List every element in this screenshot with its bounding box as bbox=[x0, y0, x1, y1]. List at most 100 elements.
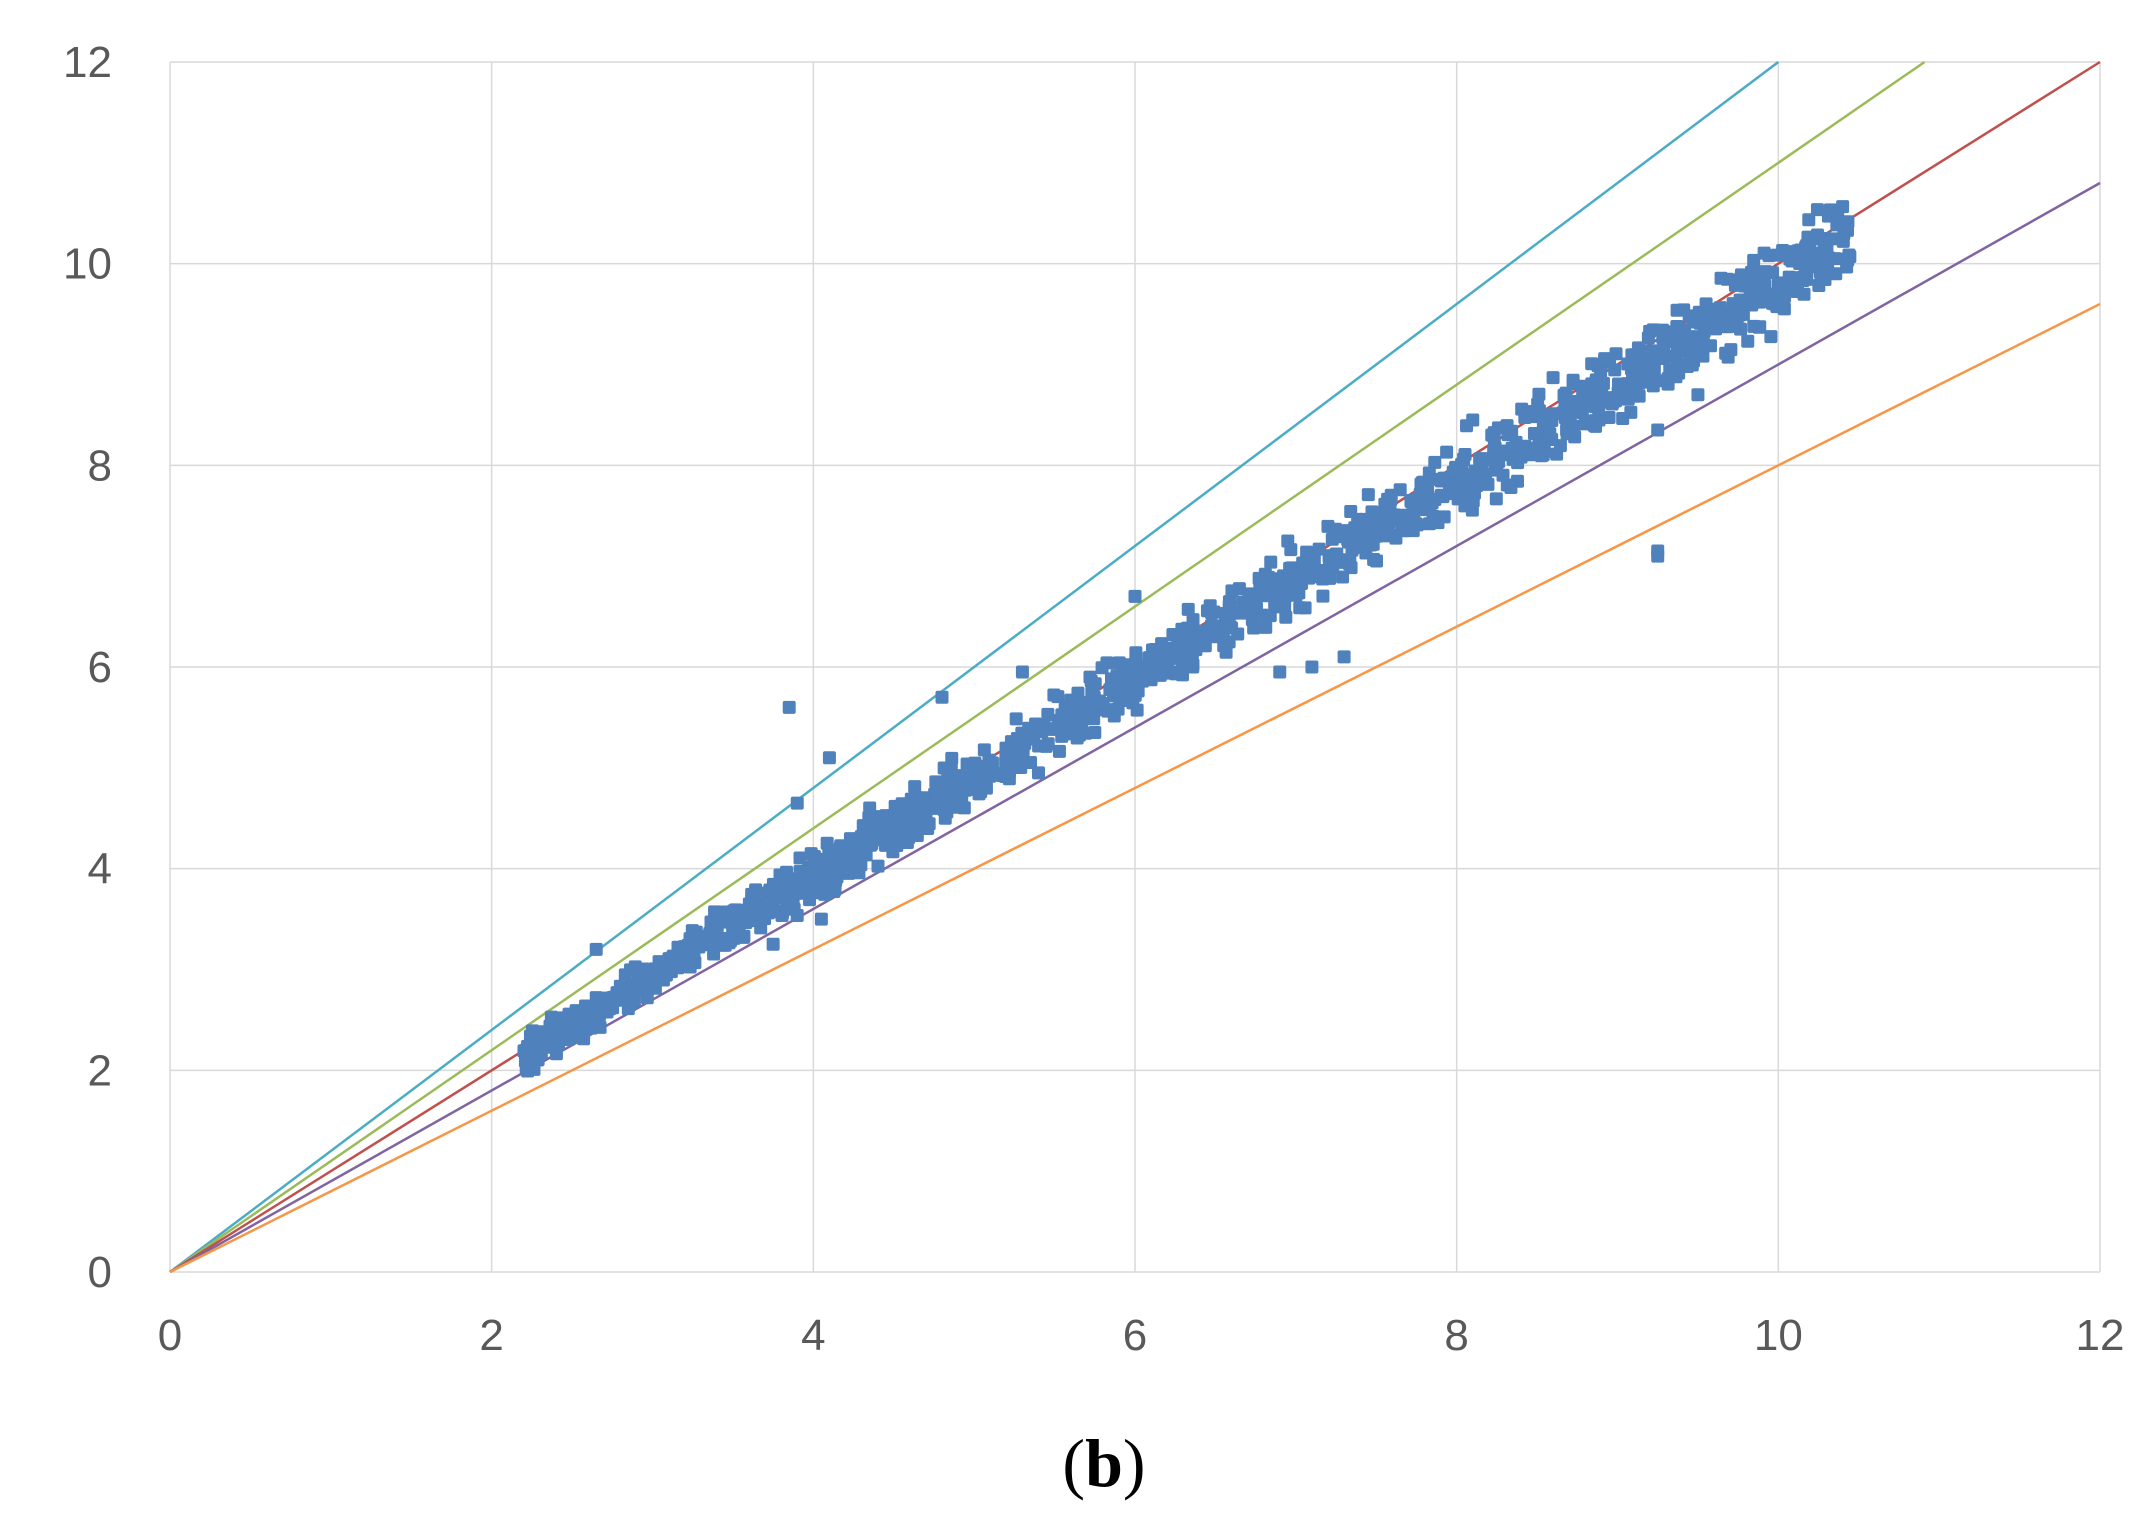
scatter-point bbox=[886, 845, 900, 859]
scatter-point bbox=[1840, 260, 1854, 274]
scatter-point bbox=[708, 905, 722, 919]
scatter-point bbox=[1181, 602, 1195, 616]
scatter-point bbox=[1223, 596, 1237, 610]
scatter-point bbox=[790, 908, 804, 922]
scatter-point bbox=[1753, 320, 1767, 334]
scatter-point-outlier bbox=[782, 700, 796, 714]
scatter-point bbox=[1431, 516, 1445, 530]
scatter-point bbox=[1518, 411, 1532, 425]
scatter-point bbox=[1247, 621, 1261, 635]
scatter-point bbox=[786, 897, 800, 911]
scatter-point bbox=[1592, 402, 1606, 416]
scatter-point bbox=[1252, 571, 1266, 585]
scatter-point bbox=[1774, 276, 1788, 290]
scatter-point bbox=[1628, 389, 1642, 403]
scatter-point bbox=[525, 1024, 539, 1038]
scatter-point bbox=[1575, 405, 1589, 419]
scatter-point bbox=[818, 887, 832, 901]
scatter-point-outlier bbox=[766, 937, 780, 951]
scatter-point bbox=[1489, 492, 1503, 506]
scatter-point bbox=[854, 858, 868, 872]
scatter-point bbox=[1592, 413, 1606, 427]
scatter-point bbox=[1054, 715, 1068, 729]
scatter-point bbox=[618, 968, 632, 982]
scatter-point bbox=[825, 871, 839, 885]
scatter-point bbox=[1714, 271, 1728, 285]
scatter-point bbox=[1479, 467, 1493, 481]
scatter-point bbox=[1670, 303, 1684, 317]
x-tick-label: 10 bbox=[1754, 1311, 1803, 1360]
scatter-point bbox=[1423, 498, 1437, 512]
scatter-point bbox=[1361, 488, 1375, 502]
scatter-point bbox=[1734, 322, 1748, 336]
scatter-point bbox=[1336, 570, 1350, 584]
scatter-point bbox=[1488, 441, 1502, 455]
scatter-point bbox=[1037, 718, 1051, 732]
reference-line bbox=[169, 302, 2101, 1274]
scatter-point bbox=[1321, 519, 1335, 533]
scatter-point bbox=[1264, 555, 1278, 569]
scatter-point bbox=[887, 829, 901, 843]
scatter-point bbox=[766, 901, 780, 915]
scatter-point bbox=[1500, 419, 1514, 433]
scatter-point-outlier bbox=[814, 912, 828, 926]
reference-line bbox=[169, 60, 1926, 1274]
scatter-point bbox=[1734, 268, 1748, 282]
axes bbox=[169, 62, 2100, 1273]
scatter-point bbox=[1703, 339, 1717, 353]
scatter-point bbox=[1010, 731, 1024, 745]
scatter-point bbox=[758, 912, 772, 926]
scatter-point bbox=[1692, 305, 1706, 319]
scatter-point bbox=[1553, 439, 1567, 453]
scatter-point bbox=[1705, 315, 1719, 329]
scatter-point bbox=[710, 919, 724, 933]
scatter-point bbox=[725, 912, 739, 926]
scatter-point bbox=[937, 761, 951, 775]
y-tick-label: 2 bbox=[88, 1046, 112, 1095]
scatter-point bbox=[1608, 363, 1622, 377]
scatter-point-outlier bbox=[1651, 423, 1665, 437]
scatter-point bbox=[1261, 583, 1275, 597]
scatter-point bbox=[595, 991, 609, 1005]
scatter-point bbox=[1609, 347, 1623, 361]
reference-line bbox=[169, 61, 1780, 1273]
scatter-point bbox=[1128, 688, 1142, 702]
scatter-point bbox=[1531, 397, 1545, 411]
scatter-point bbox=[1409, 517, 1423, 531]
scatter-point-outlier bbox=[1088, 726, 1102, 740]
scatter-point bbox=[1651, 351, 1665, 365]
scatter-point bbox=[1279, 610, 1293, 624]
scatter-point bbox=[1759, 265, 1773, 279]
scatter-point bbox=[1084, 674, 1098, 688]
scatter-point bbox=[1041, 707, 1055, 721]
scatter-point bbox=[1625, 362, 1639, 376]
scatter-point bbox=[915, 815, 929, 829]
scatter-point bbox=[944, 785, 958, 799]
scatter-point bbox=[658, 956, 672, 970]
figure-caption: (b) bbox=[1062, 1425, 1145, 1501]
scatter-point bbox=[979, 781, 993, 795]
scatter-point bbox=[1428, 455, 1442, 469]
scatter-point bbox=[1635, 344, 1649, 358]
scatter-point bbox=[552, 1018, 566, 1032]
scatter-point bbox=[1255, 608, 1269, 622]
x-tick-label: 2 bbox=[479, 1311, 503, 1360]
scatter-point bbox=[702, 931, 716, 945]
scatter-point bbox=[1166, 628, 1180, 642]
scatter-point bbox=[988, 767, 1002, 781]
scatter-point-outlier bbox=[1128, 589, 1142, 603]
scatter-point bbox=[737, 929, 751, 943]
scatter-point bbox=[912, 804, 926, 818]
scatter-point bbox=[900, 803, 914, 817]
scatter-point bbox=[1111, 702, 1125, 716]
scatter-point bbox=[977, 743, 991, 757]
scatter-point bbox=[938, 811, 952, 825]
scatter-point bbox=[949, 798, 963, 812]
scatter-point bbox=[1536, 416, 1550, 430]
scatter-point bbox=[927, 801, 941, 815]
scatter-point bbox=[718, 938, 732, 952]
scatter-point bbox=[1341, 533, 1355, 547]
scatter-point-outlier bbox=[1032, 766, 1045, 780]
scatter-point bbox=[1616, 412, 1630, 426]
scatter-point bbox=[1113, 690, 1127, 704]
